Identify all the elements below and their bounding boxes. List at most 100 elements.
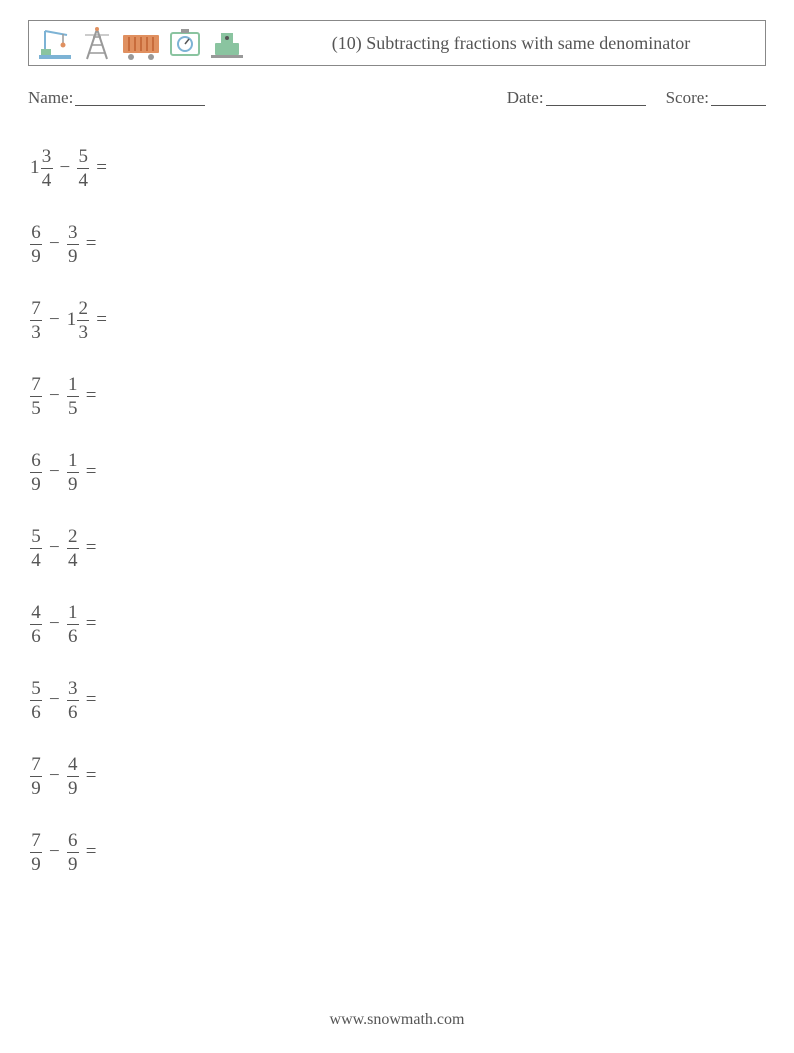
minus-operator: − bbox=[42, 461, 67, 483]
info-spacer bbox=[205, 88, 506, 108]
fraction: 49 bbox=[67, 755, 79, 798]
tower-icon bbox=[79, 25, 115, 61]
problem-row: 46−16= bbox=[30, 602, 766, 646]
minus-operator: − bbox=[42, 765, 67, 787]
equals-sign: = bbox=[79, 461, 97, 483]
fraction: 19 bbox=[67, 451, 79, 494]
denominator: 9 bbox=[31, 245, 41, 266]
numerator: 5 bbox=[31, 679, 41, 700]
worksheet-page: (10) Subtracting fractions with same den… bbox=[0, 0, 794, 1053]
container-icon bbox=[121, 25, 161, 61]
denominator: 5 bbox=[31, 397, 41, 418]
header-icons bbox=[37, 25, 245, 61]
name-blank[interactable] bbox=[75, 88, 205, 106]
date-label: Date: bbox=[507, 88, 544, 108]
header-box: (10) Subtracting fractions with same den… bbox=[28, 20, 766, 66]
fraction: 39 bbox=[67, 223, 79, 266]
denominator: 5 bbox=[68, 397, 78, 418]
denominator: 6 bbox=[31, 701, 41, 722]
problem-row: 56−36= bbox=[30, 678, 766, 722]
denominator: 6 bbox=[68, 701, 78, 722]
denominator: 3 bbox=[31, 321, 41, 342]
minus-operator: − bbox=[42, 233, 67, 255]
fraction: 73 bbox=[30, 299, 42, 342]
score-label: Score: bbox=[666, 88, 709, 108]
numerator: 3 bbox=[42, 147, 52, 168]
numerator: 7 bbox=[31, 831, 41, 852]
fraction: 69 bbox=[67, 831, 79, 874]
fraction: 34 bbox=[41, 147, 53, 190]
fraction: 79 bbox=[30, 831, 42, 874]
numerator: 6 bbox=[68, 831, 78, 852]
numerator: 7 bbox=[31, 375, 41, 396]
footer-url: www.snowmath.com bbox=[0, 1011, 794, 1029]
equals-sign: = bbox=[79, 765, 97, 787]
problem-row: 73−123= bbox=[30, 298, 766, 342]
denominator: 4 bbox=[31, 549, 41, 570]
denominator: 9 bbox=[68, 777, 78, 798]
numerator: 3 bbox=[68, 679, 78, 700]
minus-operator: − bbox=[42, 689, 67, 711]
equals-sign: = bbox=[79, 613, 97, 635]
problem-row: 69−39= bbox=[30, 222, 766, 266]
problem-list: 134−54=69−39=73−123=75−15=69−19=54−24=46… bbox=[28, 146, 766, 874]
numerator: 4 bbox=[31, 603, 41, 624]
denominator: 9 bbox=[31, 473, 41, 494]
numerator: 7 bbox=[31, 755, 41, 776]
fraction: 54 bbox=[30, 527, 42, 570]
fraction: 46 bbox=[30, 603, 42, 646]
denominator: 3 bbox=[78, 321, 88, 342]
denominator: 9 bbox=[31, 853, 41, 874]
denominator: 6 bbox=[68, 625, 78, 646]
fraction: 69 bbox=[30, 451, 42, 494]
minus-operator: − bbox=[42, 537, 67, 559]
whole-part: 1 bbox=[30, 157, 41, 179]
equals-sign: = bbox=[79, 537, 97, 559]
numerator: 6 bbox=[31, 223, 41, 244]
score-blank[interactable] bbox=[711, 88, 766, 106]
numerator: 7 bbox=[31, 299, 41, 320]
denominator: 4 bbox=[68, 549, 78, 570]
problem-row: 134−54= bbox=[30, 146, 766, 190]
denominator: 4 bbox=[42, 169, 52, 190]
crane-icon bbox=[37, 25, 73, 61]
name-label: Name: bbox=[28, 88, 73, 108]
numerator: 5 bbox=[31, 527, 41, 548]
whole-part: 1 bbox=[67, 309, 78, 331]
denominator: 9 bbox=[31, 777, 41, 798]
problem-row: 79−69= bbox=[30, 830, 766, 874]
fraction: 15 bbox=[67, 375, 79, 418]
problem-row: 79−49= bbox=[30, 754, 766, 798]
numerator: 2 bbox=[78, 299, 88, 320]
denominator: 4 bbox=[78, 169, 88, 190]
equals-sign: = bbox=[79, 841, 97, 863]
minus-operator: − bbox=[42, 613, 67, 635]
fraction: 16 bbox=[67, 603, 79, 646]
numerator: 3 bbox=[68, 223, 78, 244]
minus-operator: − bbox=[42, 385, 67, 407]
numerator: 5 bbox=[78, 147, 88, 168]
fraction: 56 bbox=[30, 679, 42, 722]
minus-operator: − bbox=[42, 309, 67, 331]
fraction: 75 bbox=[30, 375, 42, 418]
denominator: 6 bbox=[31, 625, 41, 646]
numerator: 6 bbox=[31, 451, 41, 472]
denominator: 9 bbox=[68, 853, 78, 874]
fraction: 24 bbox=[67, 527, 79, 570]
info-row: Name: Date: Score: bbox=[28, 88, 766, 108]
fraction: 69 bbox=[30, 223, 42, 266]
equals-sign: = bbox=[79, 233, 97, 255]
date-blank[interactable] bbox=[546, 88, 646, 106]
problem-row: 75−15= bbox=[30, 374, 766, 418]
equals-sign: = bbox=[79, 385, 97, 407]
numerator: 1 bbox=[68, 375, 78, 396]
fraction: 23 bbox=[77, 299, 89, 342]
equals-sign: = bbox=[89, 309, 107, 331]
fraction: 36 bbox=[67, 679, 79, 722]
minus-operator: − bbox=[42, 841, 67, 863]
machine-icon bbox=[209, 25, 245, 61]
numerator: 4 bbox=[68, 755, 78, 776]
numerator: 2 bbox=[68, 527, 78, 548]
minus-operator: − bbox=[53, 157, 78, 179]
denominator: 9 bbox=[68, 245, 78, 266]
